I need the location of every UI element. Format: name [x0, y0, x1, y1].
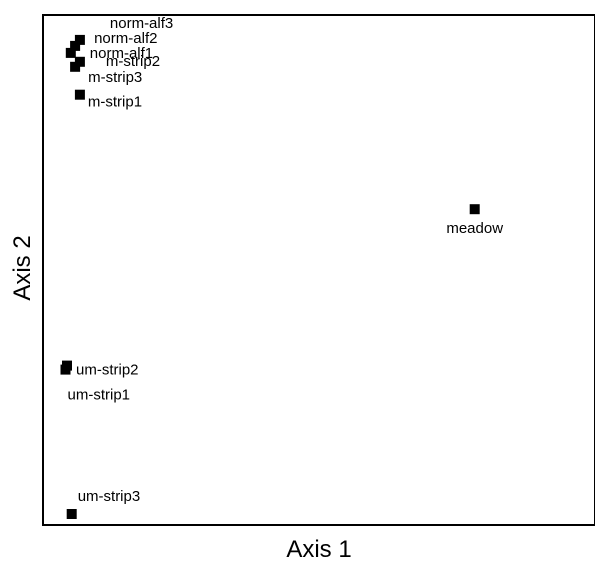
x-axis-title: Axis 1 [286, 536, 351, 561]
data-point-marker [66, 509, 77, 519]
y-axis-title: Axis 2 [9, 235, 36, 300]
data-point-label: norm-alf3 [110, 15, 173, 32]
data-point-label: m-strip2 [106, 53, 160, 70]
data-point-marker [65, 47, 76, 58]
data-point-marker [70, 40, 81, 51]
data-point-label: um-strip1 [68, 387, 131, 404]
data-point-label: um-strip3 [78, 488, 141, 505]
plot-frame [42, 14, 595, 526]
data-point-label: norm-alf2 [94, 30, 157, 47]
data-point-marker [60, 364, 71, 375]
data-point-label: m-strip1 [88, 94, 142, 111]
data-point-label: norm-alf1 [90, 45, 153, 62]
data-points: norm-alf3norm-alf2norm-alf1m-strip2m-str… [60, 15, 503, 519]
data-point-label: um-strip2 [76, 362, 139, 379]
data-point-marker [70, 61, 81, 72]
data-point-label: meadow [446, 220, 503, 237]
data-point-label: m-strip3 [88, 69, 142, 86]
data-point-marker [74, 34, 85, 45]
data-point-marker [74, 89, 85, 100]
data-point-marker [469, 204, 480, 215]
